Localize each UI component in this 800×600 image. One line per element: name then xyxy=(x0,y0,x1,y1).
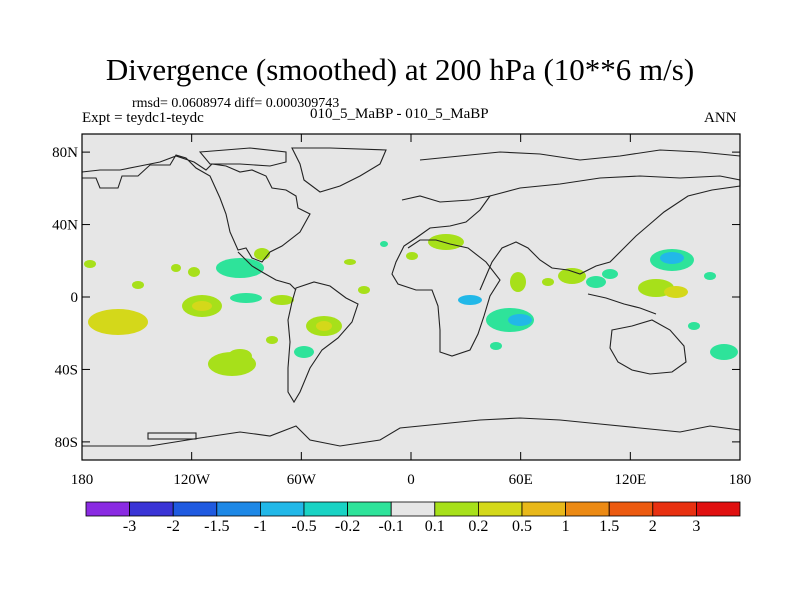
contour-blob xyxy=(344,259,356,265)
colorbar-level-label: 0.1 xyxy=(424,518,445,535)
colorbar-level-label: 0.2 xyxy=(468,518,489,535)
x-tick-label: 60E xyxy=(509,472,533,488)
coast-europe-africa xyxy=(391,195,501,357)
contour-blob xyxy=(84,260,96,268)
colorbar-level-label: 2 xyxy=(648,518,657,535)
contour-blob xyxy=(664,286,688,298)
colorbar-segment xyxy=(216,501,261,517)
colorbar-level-label: -0.2 xyxy=(334,518,361,535)
contour-blob xyxy=(660,252,684,264)
y-tick-label: 0 xyxy=(71,290,79,306)
contour-blob xyxy=(710,344,738,360)
chart-title: Divergence (smoothed) at 200 hPa (10**6 … xyxy=(105,52,695,87)
coast-arctic-islands xyxy=(198,147,287,167)
colorbar-level-label: -1.5 xyxy=(204,518,230,535)
contour-blob xyxy=(216,258,264,278)
x-tick-label: 180 xyxy=(71,472,94,488)
coast-south-america xyxy=(287,281,359,404)
x-axis: 180 120W 60W 0 60E 120E 180 xyxy=(71,134,752,488)
coast-australia xyxy=(609,319,687,375)
colorbar-segment xyxy=(85,501,130,517)
contour-blob xyxy=(132,281,144,289)
contour-blob xyxy=(688,322,700,330)
colorbar-level-label: -0.5 xyxy=(291,518,317,535)
coastlines xyxy=(81,147,741,447)
contour-blob xyxy=(490,342,502,350)
y-tick-label: 40N xyxy=(52,218,78,234)
contour-blob xyxy=(358,286,370,294)
contour-blob xyxy=(230,293,262,303)
colorbar-level-label: 0.5 xyxy=(512,518,532,535)
experiment-label: Expt = teydc1-teydc xyxy=(82,110,204,126)
contour-blob xyxy=(254,248,270,260)
coast-central-america xyxy=(237,251,297,291)
coast-antarctica xyxy=(82,417,741,447)
cases-label: 010_5_MaBP - 010_5_MaBP xyxy=(310,106,489,122)
colorbar xyxy=(85,501,741,517)
colorbar-segment xyxy=(477,501,523,517)
map-background xyxy=(82,134,740,460)
contour-blob xyxy=(188,267,200,277)
x-tick-label: 120E xyxy=(614,472,646,488)
contour-blob xyxy=(558,268,586,284)
y-tick-label: 80N xyxy=(52,145,78,161)
contour-fills xyxy=(84,234,738,376)
coast-eurasia xyxy=(479,175,741,291)
x-tick-label: 60W xyxy=(287,472,317,488)
colorbar-segment xyxy=(129,501,174,517)
y-tick-label: 40S xyxy=(55,362,78,378)
contour-blob xyxy=(510,272,526,292)
colorbar-level-label: 3 xyxy=(692,518,701,535)
contour-blob xyxy=(602,269,618,279)
colorbar-segment xyxy=(565,501,610,517)
coast-greenland xyxy=(291,147,387,193)
stats-label: rmsd= 0.0608974 diff= 0.000309743 xyxy=(132,96,340,111)
contour-blob xyxy=(192,301,212,311)
colorbar-segment xyxy=(347,501,392,517)
coast-indonesia xyxy=(587,293,657,315)
colorbar-level-label: -1 xyxy=(253,518,268,535)
colorbar-segment xyxy=(390,501,436,517)
contour-blob xyxy=(294,346,314,358)
contour-blob xyxy=(100,314,136,330)
contour-blob xyxy=(542,278,554,286)
contour-blob xyxy=(586,276,606,288)
season-label: ANN xyxy=(704,110,737,126)
colorbar-level-label: 1.5 xyxy=(599,518,620,535)
colorbar-level-label: 1 xyxy=(561,518,570,535)
y-axis: 80N 40N 0 40S 80S xyxy=(52,145,740,451)
colorbar-segment xyxy=(434,501,479,517)
contour-blob xyxy=(458,295,482,305)
contour-blob xyxy=(380,241,388,247)
coast-ross-ice xyxy=(147,432,197,440)
colorbar-segment xyxy=(521,501,566,517)
contour-blob xyxy=(704,272,716,280)
colorbar-segment xyxy=(696,501,741,517)
contour-blob xyxy=(171,264,181,272)
coast-north-america xyxy=(81,154,311,263)
colorbar-segment xyxy=(652,501,697,517)
colorbar-segment xyxy=(303,501,348,517)
contour-blob xyxy=(270,295,294,305)
contour-blob xyxy=(266,336,278,344)
coast-siberia xyxy=(419,149,741,161)
colorbar-level-label: -3 xyxy=(122,518,137,535)
contour-blob xyxy=(508,314,532,326)
contour-blob xyxy=(428,234,464,250)
y-tick-label: 80S xyxy=(55,435,78,451)
contour-blob xyxy=(228,349,252,363)
colorbar-level-label: -2 xyxy=(166,518,180,535)
colorbar-segment xyxy=(608,501,654,517)
contour-blob xyxy=(316,321,332,331)
x-tick-label: 120W xyxy=(173,472,211,488)
x-tick-label: 180 xyxy=(729,472,752,488)
colorbar-segment xyxy=(259,501,305,517)
colorbar-level-label: -0.1 xyxy=(378,518,404,535)
x-tick-label: 0 xyxy=(407,472,415,488)
contour-blob xyxy=(406,252,418,260)
colorbar-segment xyxy=(172,501,218,517)
